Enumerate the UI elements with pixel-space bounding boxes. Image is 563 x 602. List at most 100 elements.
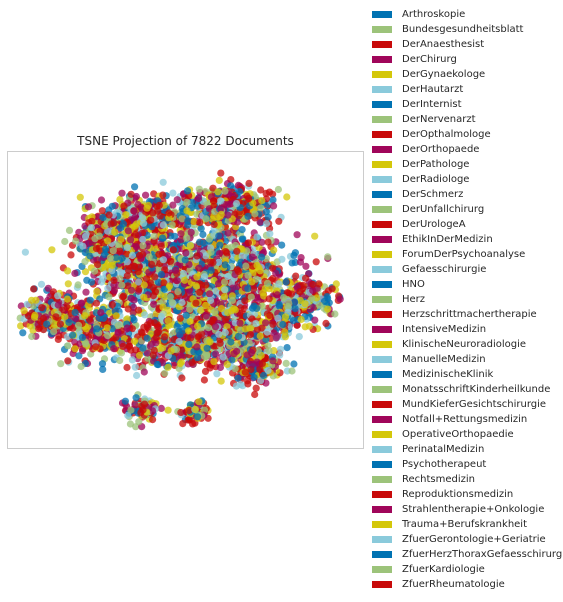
data-point [143, 204, 151, 212]
data-point [249, 285, 258, 293]
data-point [188, 198, 196, 206]
data-point [270, 246, 278, 254]
data-point [99, 275, 107, 283]
data-point [217, 197, 225, 205]
legend-swatch [372, 281, 392, 288]
data-point [256, 332, 264, 340]
data-point [184, 327, 193, 335]
data-point [164, 363, 172, 371]
data-point [186, 242, 194, 250]
data-point [105, 293, 113, 301]
data-point [285, 299, 293, 308]
data-point [117, 224, 125, 232]
legend-swatch [372, 431, 392, 438]
data-point [81, 248, 89, 256]
legend-swatch [372, 161, 392, 168]
data-point [202, 301, 210, 309]
data-point [185, 406, 193, 415]
data-point [256, 366, 264, 374]
data-point [157, 270, 165, 278]
legend-item: Gefaesschirurgie [372, 263, 562, 278]
data-point [99, 213, 107, 222]
data-point [251, 390, 259, 399]
data-point [141, 400, 149, 408]
data-point [139, 344, 147, 352]
data-point [207, 296, 215, 305]
data-point [302, 262, 310, 270]
legend-label: Bundesgesundheitsblatt [402, 24, 524, 35]
data-point [236, 319, 244, 327]
data-point [244, 271, 252, 279]
data-point [328, 285, 336, 293]
legend-item: KlinischeNeuroradiologie [372, 338, 562, 353]
data-point [65, 226, 74, 234]
data-point [28, 296, 36, 304]
data-point [149, 292, 157, 300]
data-point [200, 239, 208, 247]
legend-item: Herz [372, 293, 562, 308]
data-point [276, 345, 285, 353]
data-point [258, 238, 266, 246]
data-point [250, 373, 258, 381]
legend-item: ZfuerGerontologie+Geriatrie [372, 533, 562, 548]
data-point [140, 368, 148, 376]
data-point [235, 332, 243, 340]
data-point [258, 302, 267, 310]
data-point [195, 398, 203, 406]
data-point [260, 292, 268, 300]
data-point [244, 285, 252, 293]
data-point [193, 273, 201, 281]
data-point [245, 194, 253, 203]
legend-label: Rechtsmedizin [402, 474, 476, 485]
data-point [167, 347, 175, 355]
data-point [150, 232, 158, 240]
data-point [93, 287, 101, 295]
legend-swatch [372, 206, 392, 213]
data-point [116, 275, 124, 283]
data-point [199, 230, 207, 239]
data-point [259, 371, 268, 380]
data-point [127, 406, 135, 414]
legend-label: IntensiveMedizin [402, 324, 487, 335]
data-point [85, 239, 93, 247]
data-point [159, 344, 167, 352]
data-point [249, 360, 257, 368]
data-point [160, 285, 168, 293]
legend-label: ZfuerRheumatologie [402, 579, 505, 590]
legend-label: DerUrologeA [402, 219, 466, 230]
data-point [135, 285, 143, 293]
data-point [183, 187, 192, 195]
data-point [26, 322, 34, 330]
data-point [248, 253, 256, 261]
data-point [227, 182, 235, 190]
data-point [276, 351, 284, 359]
data-point [57, 360, 65, 368]
data-point [98, 360, 107, 368]
data-point [281, 328, 289, 336]
data-point [212, 287, 220, 295]
data-point [178, 298, 186, 307]
legend-swatch [372, 86, 392, 93]
data-point [74, 321, 83, 329]
data-point [211, 323, 220, 331]
data-point [252, 384, 260, 392]
data-point [242, 262, 250, 270]
data-point [178, 215, 186, 223]
data-point [165, 282, 174, 290]
data-point [139, 406, 147, 414]
data-point [143, 349, 152, 357]
data-point [108, 202, 116, 210]
data-point [142, 191, 150, 199]
data-point [160, 333, 169, 341]
data-point [221, 187, 229, 195]
data-point [195, 194, 203, 203]
data-point [132, 243, 140, 251]
data-point [257, 186, 265, 194]
data-point [105, 211, 113, 219]
data-point [184, 334, 192, 342]
data-point [202, 252, 210, 260]
data-point [249, 304, 257, 312]
data-point [195, 185, 203, 193]
data-point [217, 205, 225, 213]
legend-label: DerGynaekologe [402, 69, 486, 80]
